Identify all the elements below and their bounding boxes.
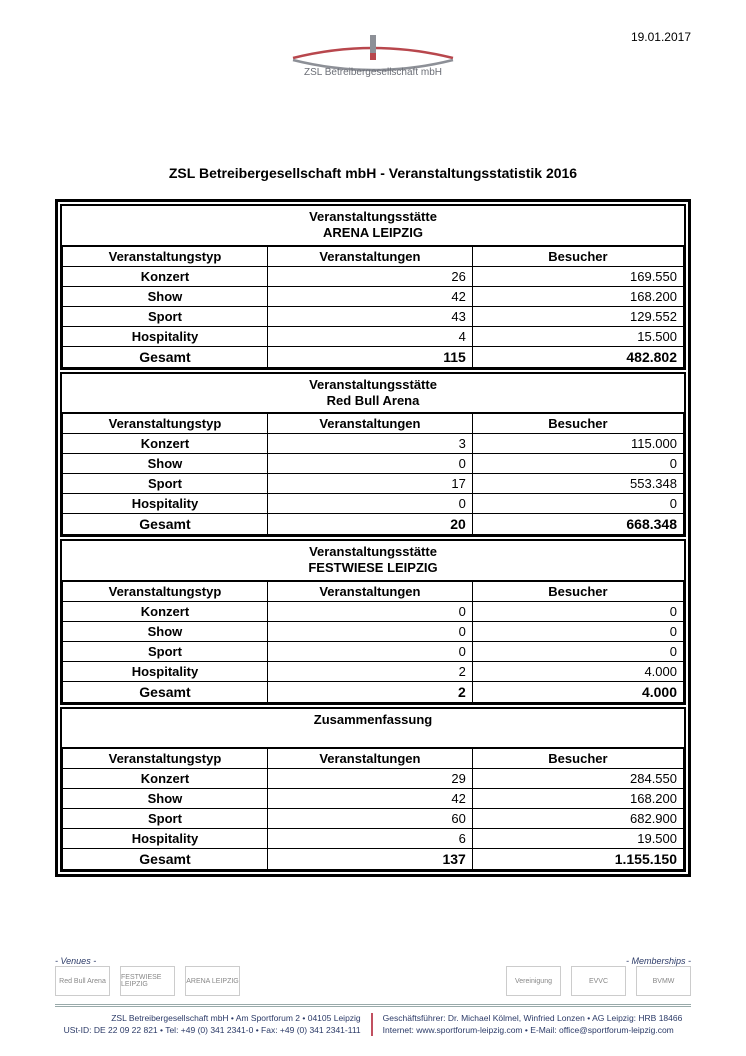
table-row: Konzert29284.550 [63,769,684,789]
summary-block: Zusammenfassung Veranstaltungstyp Verans… [60,707,686,873]
table-row: Sport00 [63,641,684,661]
summary-label: Zusammenfassung [314,712,432,727]
membership-logo-icon: EVVC [571,966,626,996]
footer-line: USt-ID: DE 22 09 22 821 • Tel: +49 (0) 3… [64,1025,361,1036]
table-total-row: Gesamt20668.348 [63,514,684,535]
col-header-visitors: Besucher [472,246,683,266]
footer-col-right: Geschäftsführer: Dr. Michael Kölmel, Win… [383,1013,683,1036]
venue-title: Veranstaltungsstätte FESTWIESE LEIPZIG [62,541,684,581]
footer-col-left: ZSL Betreibergesellschaft mbH • Am Sport… [64,1013,361,1036]
venue-logo-icon: Red Bull Arena [55,966,110,996]
venue-name: FESTWIESE LEIPZIG [308,560,437,575]
footer-line: ZSL Betreibergesellschaft mbH • Am Sport… [64,1013,361,1024]
table-header-row: Veranstaltungstyp Veranstaltungen Besuch… [63,581,684,601]
table-row: Sport60682.900 [63,809,684,829]
table-header-row: Veranstaltungstyp Veranstaltungen Besuch… [63,414,684,434]
table-total-row: Gesamt115482.802 [63,346,684,367]
footer-memberships-section: - Memberships - Vereinigung EVVC BVMW [506,956,691,996]
col-header-events: Veranstaltungen [267,246,472,266]
venue-table: Veranstaltungstyp Veranstaltungen Besuch… [62,413,684,535]
venue-table: Veranstaltungstyp Veranstaltungen Besuch… [62,581,684,703]
venue-name: Red Bull Arena [327,393,420,408]
table-header-row: Veranstaltungstyp Veranstaltungen Besuch… [63,749,684,769]
footer: - Venues - Red Bull Arena FESTWIESE LEIP… [0,956,746,1036]
venue-label: Veranstaltungsstätte [309,544,437,559]
venue-title: Veranstaltungsstätte Red Bull Arena [62,374,684,414]
table-row: Sport43129.552 [63,306,684,326]
venue-label: Veranstaltungsstätte [309,377,437,392]
table-total-row: Gesamt1371.155.150 [63,849,684,870]
statistics-container: Veranstaltungsstätte ARENA LEIPZIG Veran… [55,199,691,877]
venue-label: Veranstaltungsstätte [309,209,437,224]
venue-logo-icon: ARENA LEIPZIG [185,966,240,996]
footer-contact: ZSL Betreibergesellschaft mbH • Am Sport… [55,1004,691,1036]
venue-name: ARENA LEIPZIG [323,225,423,240]
logo-text: ZSL Betreibergesellschaft mbH [304,67,442,78]
header: 19.01.2017 ZSL Betreibergesellschaft mbH [55,30,691,110]
footer-venues-label: - Venues - [55,956,240,966]
table-row: Konzert26169.550 [63,266,684,286]
table-total-row: Gesamt24.000 [63,681,684,702]
footer-separator-icon [371,1013,373,1036]
table-row: Show42168.200 [63,286,684,306]
table-row: Show00 [63,454,684,474]
venue-block-red-bull-arena: Veranstaltungsstätte Red Bull Arena Vera… [60,372,686,538]
footer-memberships-label: - Memberships - [506,956,691,966]
venue-block-arena-leipzig: Veranstaltungsstätte ARENA LEIPZIG Veran… [60,204,686,370]
table-row: Sport17553.348 [63,474,684,494]
footer-line: Internet: www.sportforum-leipzig.com • E… [383,1025,683,1036]
footer-line: Geschäftsführer: Dr. Michael Kölmel, Win… [383,1013,683,1024]
summary-table: Veranstaltungstyp Veranstaltungen Besuch… [62,748,684,870]
company-logo: ZSL Betreibergesellschaft mbH [55,30,691,90]
table-row: Hospitality619.500 [63,829,684,849]
footer-venues-section: - Venues - Red Bull Arena FESTWIESE LEIP… [55,956,240,996]
table-row: Hospitality00 [63,494,684,514]
table-row: Konzert00 [63,601,684,621]
table-row: Hospitality415.500 [63,326,684,346]
venue-title: Veranstaltungsstätte ARENA LEIPZIG [62,206,684,246]
table-row: Konzert3115.000 [63,434,684,454]
table-row: Show42168.200 [63,789,684,809]
table-row: Show00 [63,621,684,641]
document-date: 19.01.2017 [631,30,691,44]
venue-block-festwiese-leipzig: Veranstaltungsstätte FESTWIESE LEIPZIG V… [60,539,686,705]
footer-logo-bar: - Venues - Red Bull Arena FESTWIESE LEIP… [55,956,691,996]
venue-table: Veranstaltungstyp Veranstaltungen Besuch… [62,246,684,368]
summary-title: Zusammenfassung [62,709,684,749]
table-header-row: Veranstaltungstyp Veranstaltungen Besuch… [63,246,684,266]
table-row: Hospitality24.000 [63,661,684,681]
venue-logo-icon: FESTWIESE LEIPZIG [120,966,175,996]
document-title: ZSL Betreibergesellschaft mbH - Veransta… [55,165,691,181]
membership-logo-icon: BVMW [636,966,691,996]
membership-logo-icon: Vereinigung [506,966,561,996]
col-header-type: Veranstaltungstyp [63,246,268,266]
